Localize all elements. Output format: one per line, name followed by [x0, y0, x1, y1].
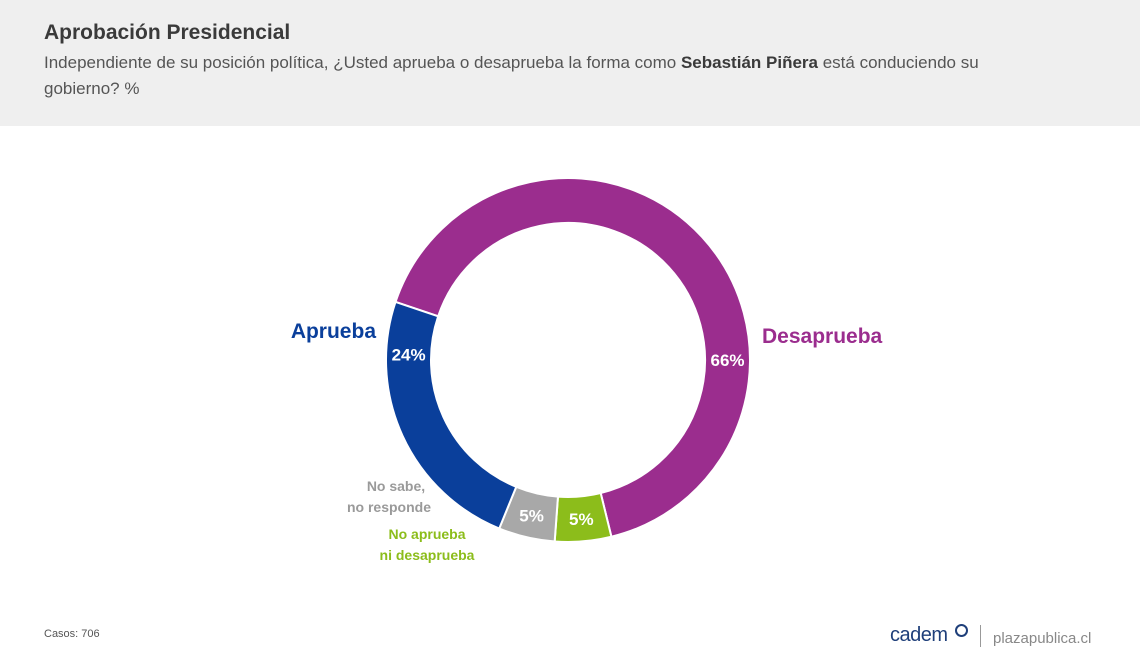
category-label-no-sabe-line2: no responde — [347, 499, 431, 515]
category-label-aprueba: Aprueba — [291, 320, 377, 343]
subtitle-text-start: Independiente de su posición política, ¿… — [44, 53, 681, 72]
footer-divider — [980, 625, 981, 647]
slice-value-label: 5% — [569, 510, 594, 529]
subtitle-name-bold: Sebastián Piñera — [680, 53, 818, 72]
category-label-ni-line2: ni desaprueba — [380, 547, 475, 563]
slice-aprueba — [385, 300, 518, 530]
header-banner: Aprobación Presidencial Independiente de… — [0, 0, 1140, 126]
slice-value-label: 66% — [710, 351, 744, 370]
cases-count: Casos: 706 — [44, 628, 100, 640]
cadem-logo-mark — [955, 624, 968, 637]
cadem-logo: cadem — [890, 624, 948, 646]
slice-value-label: 24% — [392, 345, 426, 364]
site-url: plazapublica.cl — [993, 630, 1092, 647]
slice-value-label: 5% — [519, 506, 544, 525]
category-label-desaprueba: Desaprueba — [762, 325, 883, 348]
slice-value-labels: 66% 5% 5% 24% — [392, 345, 745, 529]
category-label-no-sabe-line1: No sabe, — [367, 478, 425, 494]
slice-desaprueba — [394, 177, 751, 538]
chart-subtitle: Independiente de su posición política, ¿… — [44, 50, 1024, 102]
category-label-ni-line1: No aprueba — [388, 526, 465, 542]
donut-slices — [385, 177, 751, 543]
chart-title: Aprobación Presidencial — [44, 21, 291, 44]
subtitle-text-end: está conduciendo su gobierno? % — [44, 53, 979, 98]
